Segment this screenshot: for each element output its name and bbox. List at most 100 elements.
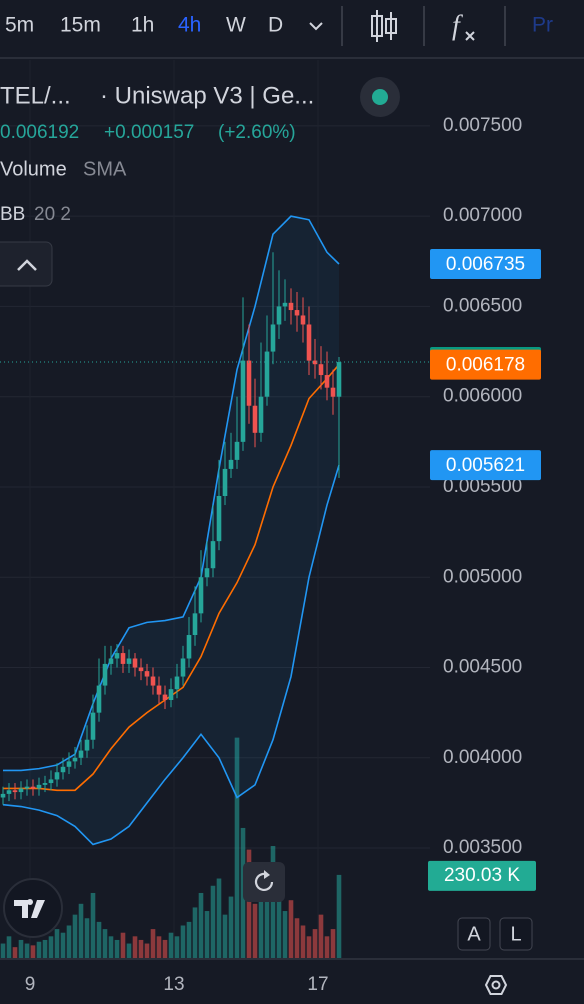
collapse-button[interactable] xyxy=(0,241,53,287)
volume-bar xyxy=(114,939,120,958)
bb-legend: BB xyxy=(0,204,25,225)
auto-scale-label: A xyxy=(467,923,481,945)
volume-bar xyxy=(0,943,6,958)
volume-bar xyxy=(258,878,264,958)
volume-bar xyxy=(84,918,90,958)
candle-body xyxy=(336,362,342,397)
settings-button[interactable] xyxy=(484,975,508,995)
candle-body xyxy=(126,658,132,664)
volume-bar xyxy=(276,871,282,958)
y-tick-label: 0.006000 xyxy=(443,386,522,407)
interval-active[interactable]: 4h xyxy=(178,14,201,37)
candle-body xyxy=(240,360,246,442)
volume-bar xyxy=(288,900,294,958)
candle-body xyxy=(132,658,138,668)
candle-body xyxy=(156,685,162,695)
y-tick-label: 0.005000 xyxy=(443,566,522,587)
volume-bar xyxy=(120,932,126,958)
status-dot xyxy=(372,89,388,105)
collapse-icon xyxy=(17,259,37,271)
interval[interactable]: 15m xyxy=(60,14,101,37)
candle-body xyxy=(192,613,198,636)
candle-body xyxy=(72,757,78,762)
candle-body xyxy=(102,663,108,686)
volume-bar xyxy=(324,936,330,958)
settings-icon xyxy=(491,980,501,990)
volume-bar xyxy=(336,874,342,958)
volume-bar xyxy=(126,943,132,958)
log-scale-button[interactable] xyxy=(499,917,533,951)
candle-body xyxy=(246,360,252,406)
more-intervals[interactable] xyxy=(309,22,323,31)
candle-body xyxy=(108,658,114,664)
candle-body xyxy=(276,306,282,325)
auto-scale-button[interactable] xyxy=(457,917,491,951)
candle-body xyxy=(162,694,168,701)
candle-body xyxy=(138,667,144,672)
candle-body xyxy=(234,441,240,460)
y-tick-label: 0.005500 xyxy=(443,476,522,497)
reset-icon xyxy=(254,872,274,891)
volume-bar xyxy=(282,911,288,958)
volume-bar xyxy=(330,929,336,958)
tab[interactable]: Pr xyxy=(532,14,553,37)
candle-body xyxy=(168,689,174,701)
x-tick-label: 13 xyxy=(163,974,184,995)
interval[interactable]: D xyxy=(268,14,283,37)
y-tick-label: 0.003500 xyxy=(443,837,522,858)
volume-bar xyxy=(186,921,192,958)
volume-label-box xyxy=(428,860,536,891)
candle-body xyxy=(288,302,294,311)
log-scale-label: L xyxy=(510,923,521,945)
volume-bar xyxy=(216,878,222,958)
volume-bar xyxy=(318,914,324,958)
volume-bar xyxy=(312,929,318,958)
volume-bar xyxy=(192,907,198,958)
volume-bar xyxy=(180,925,186,958)
tv-logo-dot xyxy=(27,899,33,905)
band-fill xyxy=(2,216,339,845)
reset-button[interactable] xyxy=(243,862,285,902)
interval[interactable]: W xyxy=(226,14,246,37)
price-label: 0.006735 xyxy=(446,254,525,275)
volume-bar xyxy=(18,939,24,958)
volume-ma: SMA xyxy=(83,158,127,180)
candle-body xyxy=(186,635,192,659)
change: +0.000157 xyxy=(104,122,194,143)
x-tick-label: 17 xyxy=(307,974,328,995)
volume-label: 230.03 K xyxy=(444,865,520,886)
candle-body xyxy=(324,375,330,388)
candle-body xyxy=(12,790,18,793)
candle-body xyxy=(318,364,324,376)
change-pct: (+2.60%) xyxy=(218,122,296,143)
interval[interactable]: 5m xyxy=(5,14,34,37)
candle-body xyxy=(300,315,306,325)
candle-body xyxy=(54,772,60,780)
volume-bar xyxy=(168,932,174,958)
y-tick-label: 0.004500 xyxy=(443,657,522,678)
price-label-box xyxy=(430,349,541,380)
candle-body xyxy=(96,685,102,713)
volume-bar xyxy=(228,896,234,958)
candle-body xyxy=(294,310,300,316)
candle-body xyxy=(270,324,276,352)
candle-body xyxy=(198,577,204,614)
candle-body xyxy=(216,496,222,542)
bb-middle xyxy=(2,364,340,792)
candle-body xyxy=(306,324,312,361)
candle-body xyxy=(312,360,318,365)
price-label: 0.006178 xyxy=(446,355,525,376)
indicators-button[interactable]: f xyxy=(452,10,463,41)
volume-bar xyxy=(174,936,180,958)
bb-params: 20 2 xyxy=(34,204,71,225)
volume-bar xyxy=(198,892,204,958)
interval[interactable]: 1h xyxy=(131,14,154,37)
volume-bar xyxy=(294,918,300,958)
tv-logo[interactable] xyxy=(3,878,63,938)
candle-body xyxy=(0,793,6,798)
volume-bar xyxy=(24,943,30,958)
candle-body xyxy=(120,653,126,664)
candle-body xyxy=(144,671,150,677)
chart-type-button[interactable] xyxy=(371,10,397,42)
